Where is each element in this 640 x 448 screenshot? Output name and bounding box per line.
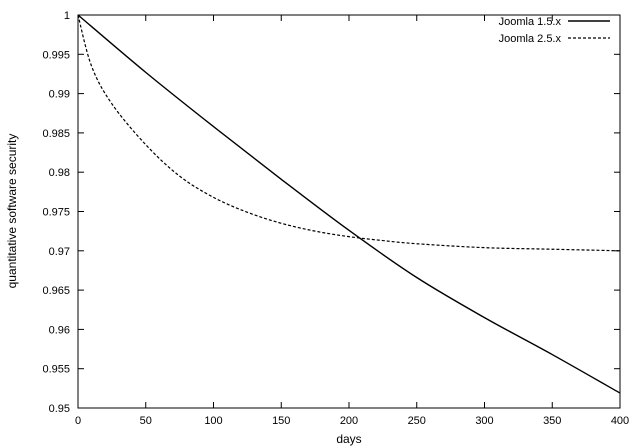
y-tick-label: 0.96 <box>49 324 70 336</box>
series-line-0 <box>77 14 621 394</box>
x-tick-label: 100 <box>204 415 222 427</box>
legend-label-joomla-15: Joomla 1.5.x <box>499 16 562 28</box>
y-tick-label: 0.98 <box>49 167 70 179</box>
x-axis-label: days <box>336 432 361 446</box>
legend-label-joomla-25: Joomla 2.5.x <box>499 33 562 45</box>
series-line-1 <box>77 14 621 252</box>
y-tick-label: 0.955 <box>42 364 70 376</box>
y-tick-label: 0.995 <box>42 49 70 61</box>
y-axis-ticks: 0.95 0.955 0.96 0.965 0.97 0.975 0.98 0.985 0.99… <box>42 10 620 415</box>
y-tick-label: 0.985 <box>42 128 70 140</box>
plot-frame <box>77 14 621 409</box>
x-tick-label: 250 <box>408 415 426 427</box>
series-layer <box>77 14 621 394</box>
x-tick-label: 400 <box>611 415 629 427</box>
y-tick-label: 0.95 <box>49 403 70 415</box>
y-axis-label: quantitative software security <box>5 134 19 289</box>
x-tick-label: 50 <box>140 415 152 427</box>
x-tick-label: 300 <box>475 415 493 427</box>
y-tick-label: 0.965 <box>42 285 70 297</box>
x-axis-ticks: 0 50 100 150 200 250 300 350 400 <box>75 15 629 427</box>
y-tick-label: 0.99 <box>49 89 70 101</box>
x-tick-label: 0 <box>75 415 81 427</box>
x-tick-label: 150 <box>272 415 290 427</box>
x-tick-label: 200 <box>340 415 358 427</box>
y-tick-label: 0.97 <box>49 246 70 258</box>
legend: Joomla 1.5.x Joomla 2.5.x <box>499 16 610 45</box>
y-tick-label: 0.975 <box>42 207 70 219</box>
y-tick-label: 1 <box>64 10 70 22</box>
x-tick-label: 350 <box>543 415 561 427</box>
